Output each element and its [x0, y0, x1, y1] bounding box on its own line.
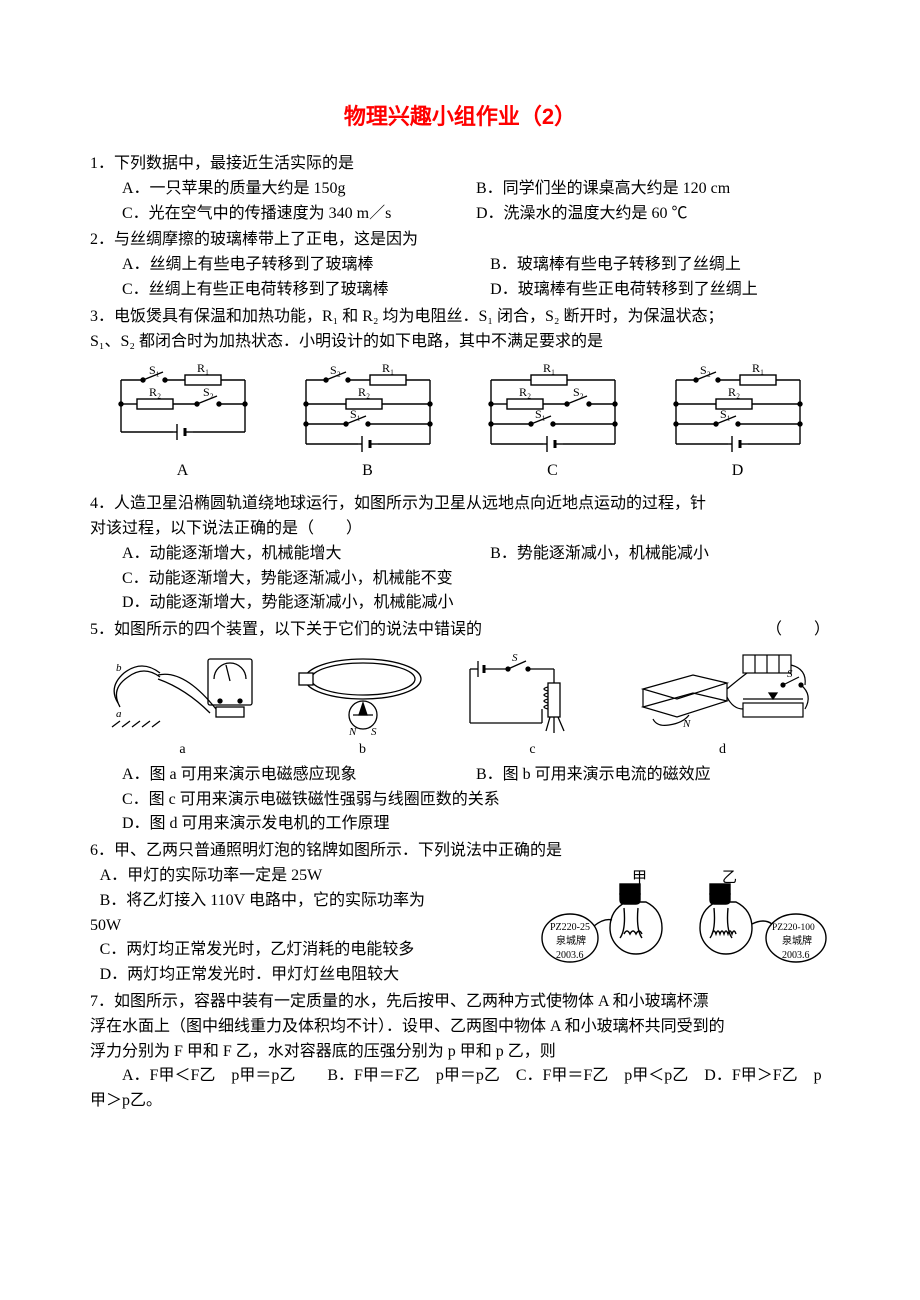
svg-text:S₁: S₁: [350, 407, 361, 421]
svg-text:R₁: R₁: [752, 362, 764, 375]
q2-stem: 2．与丝绸摩擦的玻璃棒带上了正电，这是因为: [90, 228, 830, 253]
question-5: 5．如图所示的四个装置，以下关于它们的说法中错误的 （ ） b a: [90, 618, 830, 837]
q6-bulbs: 甲 PZ220-25 泉城牌 2003.6 乙: [540, 864, 830, 988]
svg-text:R₁: R₁: [382, 362, 394, 375]
svg-text:R₂: R₂: [519, 385, 531, 399]
svg-text:2003.6: 2003.6: [782, 950, 810, 961]
svg-text:S₂: S₂: [203, 385, 214, 399]
page-title: 物理兴趣小组作业（2）: [90, 100, 830, 134]
question-4: 4．人造卫星沿椭圆轨道绕地球运行，如图所示为卫星从远地点向近地点运动的过程，针 …: [90, 492, 830, 616]
q7-opts-1: A．F甲＜F乙 p甲＝p乙 B．F甲＝F乙 p甲＝p乙 C．F甲＝F乙 p甲＜p…: [90, 1064, 830, 1089]
q4-opt-C: C．动能逐渐增大，势能逐渐减小，机械能不变: [90, 567, 830, 592]
q1-opt-B: B．同学们坐的课桌高大约是 120 cm: [476, 177, 830, 202]
q1-opt-D: D．洗澡水的温度大约是 60 ℃: [476, 202, 830, 227]
svg-text:S₂: S₂: [330, 363, 341, 377]
q3-line2: S₁、S₂ 都闭合时为加热状态．小明设计的如下电路，其中不满足要求的是: [90, 330, 830, 355]
q2-opt-A: A．丝绸上有些电子转移到了玻璃棒: [122, 253, 490, 278]
q5-paren: （ ）: [766, 618, 830, 643]
svg-text:PZ220-100: PZ220-100: [772, 923, 815, 933]
circuit-C-label: C: [473, 459, 633, 484]
svg-text:a: a: [116, 708, 122, 720]
q4-line2: 对该过程，以下说法正确的是（ ）: [90, 517, 830, 542]
q4-line1: 4．人造卫星沿椭圆轨道绕地球运行，如图所示为卫星从远地点向近地点运动的过程，针: [90, 492, 830, 517]
q5-opt-D: D．图 d 可用来演示发电机的工作原理: [90, 812, 830, 837]
q1-opt-A: A．一只苹果的质量大约是 150g: [122, 177, 476, 202]
q6-opt-C: C．两灯均正常发光时，乙灯消耗的电能较多: [90, 938, 540, 963]
svg-text:R₂: R₂: [728, 385, 740, 399]
device-d-label: d: [623, 739, 823, 761]
q5-opt-B: B．图 b 可用来演示电流的磁效应: [476, 763, 830, 788]
circuit-C: R₁ R₂ S₂ S₁ C: [473, 362, 633, 484]
q2-opt-B: B．玻璃棒有些电子转移到了丝绸上: [490, 253, 830, 278]
svg-text:S₂: S₂: [573, 385, 584, 399]
q2-opt-D: D．玻璃棒有些正电荷转移到了丝绸上: [490, 278, 830, 303]
circuit-A-label: A: [103, 459, 263, 484]
svg-text:2003.6: 2003.6: [556, 950, 584, 961]
question-3: 3．电饭煲具有保温和加热功能，R₁ 和 R₂ 均为电阻丝．S₁ 闭合，S₂ 断开…: [90, 305, 830, 484]
device-a: b a a: [98, 649, 268, 761]
q1-stem: 1．下列数据中，最接近生活实际的是: [90, 152, 830, 177]
circuit-B: S₂ R₁ R₂ S₁ B: [288, 362, 448, 484]
device-c: S c: [458, 649, 608, 761]
svg-text:S₂: S₂: [700, 363, 711, 377]
svg-text:S₁: S₁: [720, 407, 731, 421]
svg-text:R₂: R₂: [149, 385, 161, 399]
svg-text:R₁: R₁: [543, 362, 555, 375]
question-7: 7．如图所示，容器中装有一定质量的水，先后按甲、乙两种方式使物体 A 和小玻璃杯…: [90, 990, 830, 1114]
device-d: S N d: [623, 649, 823, 761]
q1-opt-C: C．光在空气中的传播速度为 340 m／s: [122, 202, 476, 227]
svg-text:b: b: [116, 662, 122, 674]
svg-text:PZ220-25: PZ220-25: [550, 922, 590, 933]
svg-text:S: S: [787, 668, 793, 680]
svg-text:R₁: R₁: [197, 362, 209, 375]
q6-opt-B-2: 50W: [90, 914, 540, 939]
q4-opt-A: A．动能逐渐增大，机械能增大: [122, 542, 490, 567]
circuit-D-label: D: [658, 459, 818, 484]
q7-line3: 浮力分别为 F 甲和 F 乙，水对容器底的压强分别为 p 甲和 p 乙，则: [90, 1040, 830, 1065]
svg-text:泉城牌: 泉城牌: [782, 934, 812, 947]
circuit-D: S₂ R₁ R₂ S₁ D: [658, 362, 818, 484]
svg-text:S₁: S₁: [149, 363, 160, 377]
q7-opts-2: 甲＞p乙。: [90, 1089, 830, 1114]
q5-opt-C: C．图 c 可用来演示电磁铁磁性强弱与线圈匝数的关系: [90, 788, 830, 813]
svg-text:N: N: [348, 726, 357, 738]
circuit-B-label: B: [288, 459, 448, 484]
q4-opt-D: D．动能逐渐增大，势能逐渐减小，机械能减小: [90, 591, 830, 616]
question-6: 6．甲、乙两只普通照明灯泡的铭牌如图所示．下列说法中正确的是 A．甲灯的实际功率…: [90, 839, 830, 988]
q5-stem: 5．如图所示的四个装置，以下关于它们的说法中错误的: [90, 621, 482, 638]
q7-line1: 7．如图所示，容器中装有一定质量的水，先后按甲、乙两种方式使物体 A 和小玻璃杯…: [90, 990, 830, 1015]
q4-opt-B: B．势能逐渐减小，机械能减小: [490, 542, 830, 567]
device-b-label: b: [283, 739, 443, 761]
svg-text:S: S: [371, 726, 377, 738]
svg-text:S: S: [512, 652, 518, 664]
q6-opt-A: A．甲灯的实际功率一定是 25W: [90, 864, 540, 889]
q6-opt-B-1: B．将乙灯接入 110V 电路中，它的实际功率为: [90, 889, 540, 914]
svg-text:N: N: [682, 718, 691, 730]
device-b: N S b: [283, 649, 443, 761]
q5-opt-A: A．图 a 可用来演示电磁感应现象: [122, 763, 476, 788]
question-2: 2．与丝绸摩擦的玻璃棒带上了正电，这是因为 A．丝绸上有些电子转移到了玻璃棒 B…: [90, 228, 830, 302]
q3-circuits: S₁ R₁ R₂ S₂ A: [90, 362, 830, 484]
device-c-label: c: [458, 739, 608, 761]
q3-line1: 3．电饭煲具有保温和加热功能，R₁ 和 R₂ 均为电阻丝．S₁ 闭合，S₂ 断开…: [90, 305, 830, 330]
q6-opt-D: D．两灯均正常发光时．甲灯灯丝电阻较大: [90, 963, 540, 988]
q2-opt-C: C．丝绸上有些正电荷转移到了玻璃棒: [122, 278, 490, 303]
circuit-A: S₁ R₁ R₂ S₂ A: [103, 362, 263, 484]
svg-text:S₁: S₁: [535, 407, 546, 421]
svg-text:泉城牌: 泉城牌: [556, 934, 586, 947]
q7-line2: 浮在水面上（图中细线重力及体积均不计）．设甲、乙两图中物体 A 和小玻璃杯共同受…: [90, 1015, 830, 1040]
device-a-label: a: [98, 739, 268, 761]
q6-stem: 6．甲、乙两只普通照明灯泡的铭牌如图所示．下列说法中正确的是: [90, 839, 830, 864]
svg-text:R₂: R₂: [358, 385, 370, 399]
question-1: 1．下列数据中，最接近生活实际的是 A．一只苹果的质量大约是 150g B．同学…: [90, 152, 830, 226]
